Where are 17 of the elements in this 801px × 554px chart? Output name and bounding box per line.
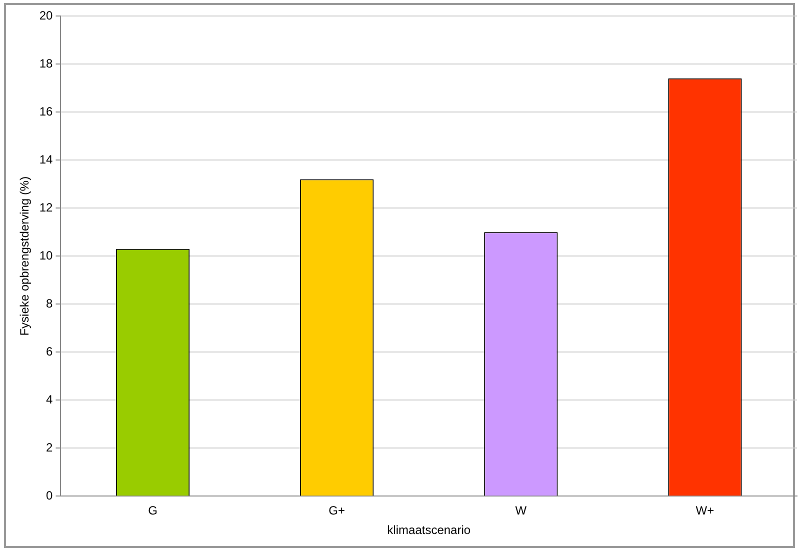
- y-tick-label: 18: [39, 56, 54, 70]
- y-tick-label: 14: [39, 152, 54, 166]
- y-tick-label: 20: [39, 8, 54, 22]
- y-axis-title: Fysieke opbrengstderving (%): [18, 176, 32, 336]
- x-tick-label: W+: [696, 504, 714, 518]
- x-axis-title: klimaatscenario: [387, 523, 471, 538]
- x-tick-label: G: [148, 504, 158, 518]
- y-tick-label: 8: [46, 296, 54, 310]
- x-tick-label: W: [515, 504, 528, 518]
- y-tick-label: 2: [46, 440, 54, 454]
- x-tick-label: G+: [328, 504, 346, 518]
- y-tick-label: 16: [39, 104, 54, 118]
- y-tick-label: 10: [39, 248, 54, 262]
- y-tick-label: 6: [46, 344, 54, 358]
- y-tick-label: 0: [46, 488, 54, 503]
- y-tick-label: 4: [46, 392, 54, 406]
- y-tick-label: 12: [39, 200, 54, 214]
